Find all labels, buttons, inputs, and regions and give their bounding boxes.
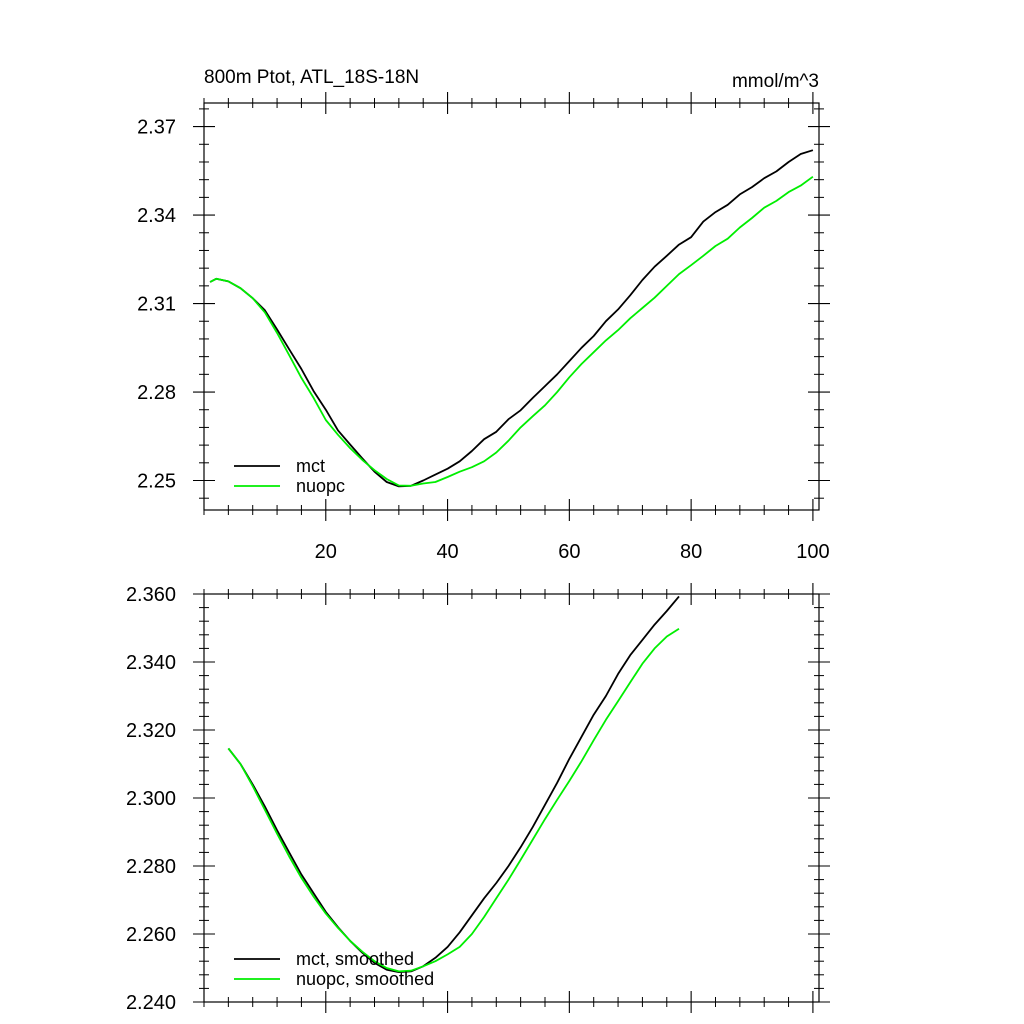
legend-label: nuopc, smoothed	[296, 969, 434, 989]
y-tick-label: 2.25	[137, 471, 176, 493]
y-tick-label: 2.280	[126, 856, 176, 878]
y-tick-label: 2.34	[137, 205, 176, 227]
legend-label: nuopc	[296, 476, 345, 496]
bottom-panel: 2.240 2.260 2.280 2.300 2.320 2.340 2.360 mct, …	[126, 583, 830, 1014]
y-tick-label: 2.360	[126, 584, 176, 606]
y-tick-label: 2.340	[126, 652, 176, 674]
series-line-mct-smoothed	[227, 595, 680, 973]
y-tick-label: 2.320	[126, 720, 176, 742]
x-tick-label: 80	[680, 541, 702, 563]
y-tick-label: 2.28	[137, 382, 176, 404]
y-tick-label: 2.260	[126, 924, 176, 946]
plot-frame-bottom	[203, 593, 820, 1003]
x-tick-label: 40	[436, 541, 458, 563]
x-tick-label: 60	[558, 541, 580, 563]
y-tick-label: 2.300	[126, 788, 176, 810]
units-label: mmol/m^3	[732, 71, 819, 92]
series-line-nuopc	[209, 175, 814, 487]
series-line-mct	[209, 149, 814, 488]
chart-title: 800m Ptot, ATL_18S-18N	[204, 67, 419, 88]
legend-label: mct	[296, 456, 325, 476]
y-tick-label: 2.31	[137, 294, 176, 316]
top-panel: 800m Ptot, ATL_18S-18N mmol/m^3 20 40 60 80…	[137, 67, 830, 563]
x-tick-label: 20	[315, 541, 337, 563]
x-tick-label: 100	[796, 541, 829, 563]
y-tick-label: 2.240	[126, 992, 176, 1014]
series-line-nuopc-smoothed	[227, 627, 680, 973]
y-tick-label: 2.37	[137, 117, 176, 139]
plot-frame-top	[203, 102, 820, 511]
legend-label: mct, smoothed	[296, 949, 414, 969]
